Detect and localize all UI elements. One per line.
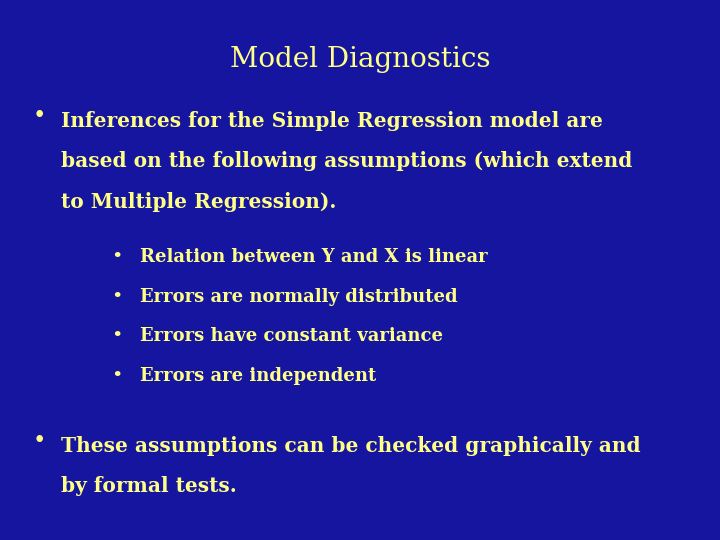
Text: •: • [112,288,123,306]
Text: •: • [112,367,123,384]
Text: Errors are independent: Errors are independent [140,367,377,384]
Text: Errors have constant variance: Errors have constant variance [140,327,444,345]
Text: based on the following assumptions (which extend: based on the following assumptions (whic… [61,151,633,171]
Text: by formal tests.: by formal tests. [61,476,237,496]
Text: •: • [112,248,123,266]
Text: •: • [112,327,123,345]
Text: to Multiple Regression).: to Multiple Regression). [61,192,336,212]
Text: •: • [32,430,46,453]
Text: •: • [32,105,46,127]
Text: Relation between Y and X is linear: Relation between Y and X is linear [140,248,488,266]
Text: Inferences for the Simple Regression model are: Inferences for the Simple Regression mod… [61,111,603,131]
Text: Errors are normally distributed: Errors are normally distributed [140,288,458,306]
Text: These assumptions can be checked graphically and: These assumptions can be checked graphic… [61,436,641,456]
Text: Model Diagnostics: Model Diagnostics [230,46,490,73]
